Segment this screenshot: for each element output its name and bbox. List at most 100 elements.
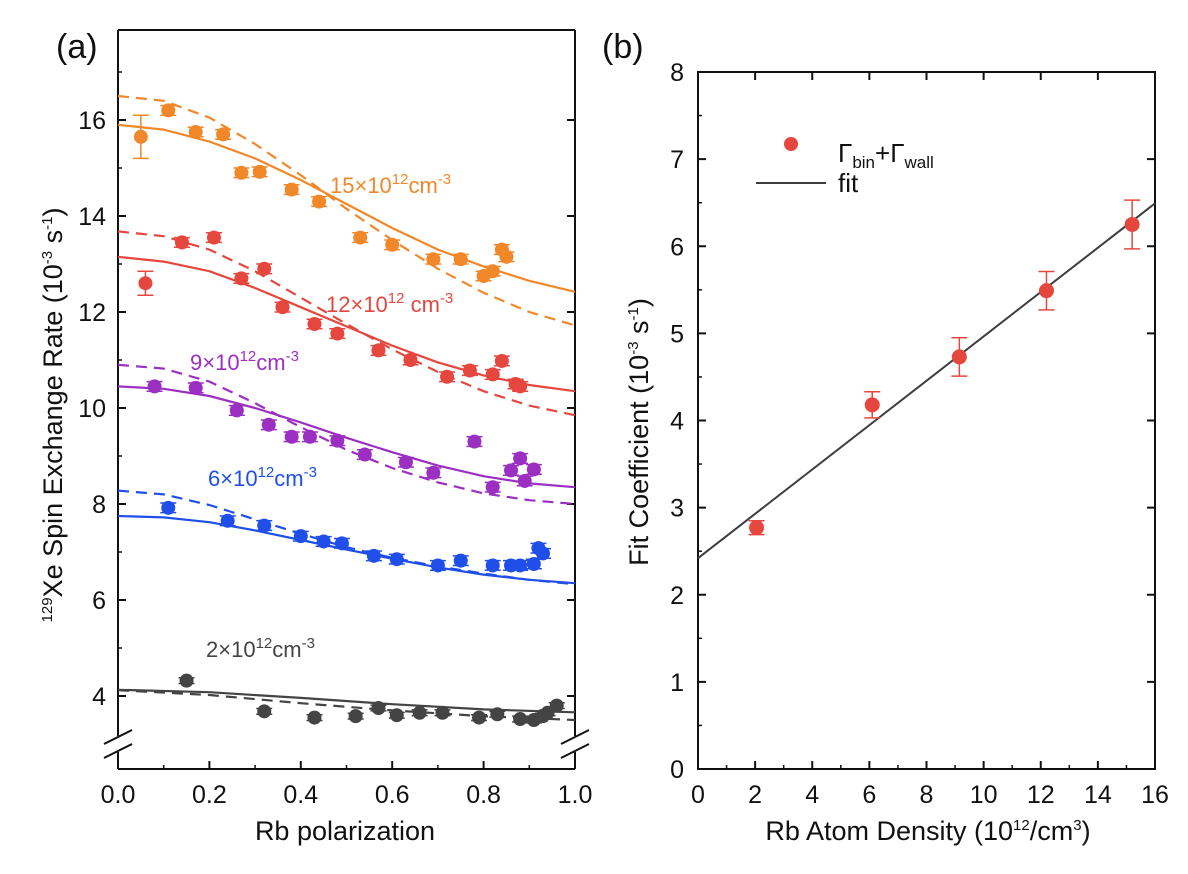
- panel-b-x-title-close: ): [1082, 816, 1091, 846]
- panel-a-x-tick-label: 0.6: [375, 781, 410, 809]
- panel-b-y-tick-label: 1: [670, 669, 684, 697]
- panel-a-y-title-mid: s: [38, 230, 68, 251]
- data-point-2e12: [412, 705, 427, 720]
- panel-b-x-tick-label: 0: [691, 781, 705, 809]
- data-point-2e12: [513, 712, 528, 727]
- data-point-12e12: [206, 230, 221, 245]
- series-label-part: 12: [258, 464, 275, 481]
- panel-b-x-tick-label: 8: [920, 781, 934, 809]
- series-label-part: -3: [304, 464, 317, 481]
- fit-line-solid-2e12: [117, 688, 576, 714]
- panel-b-y-title-end: ): [624, 298, 654, 307]
- data-point-9e12: [526, 462, 541, 477]
- panel-b-y-title-mid: s: [624, 320, 654, 341]
- panel-a-x-tick-label: 0.2: [192, 781, 227, 809]
- series-label-part: cm: [274, 466, 303, 491]
- panel-b-y-tick-label: 8: [670, 59, 684, 87]
- panel-b-x-tick-label: 12: [1027, 781, 1055, 809]
- data-point-2e12: [307, 710, 322, 725]
- fit-line-dashed-9e12: [117, 363, 576, 506]
- data-point-12e12: [257, 261, 272, 276]
- data-point: [1038, 283, 1054, 299]
- series-label-part: cm: [256, 350, 285, 375]
- panel-b-x-tick-label: 14: [1084, 781, 1112, 809]
- panel-b-x-title-main: Rb Atom Density (10: [765, 816, 1013, 846]
- data-point-9e12: [426, 465, 441, 480]
- fit-line-solid-6e12: [117, 514, 576, 585]
- panel-b-y-tick-label: 3: [670, 495, 684, 523]
- fit-line-dashed-2e12: [117, 689, 576, 722]
- panel-a-y-tick-label: 10: [78, 395, 106, 423]
- data-point-12e12: [234, 271, 249, 286]
- panel-b-x-tick-label: 4: [805, 781, 819, 809]
- data-point-2e12: [435, 705, 450, 720]
- legend-label-points: Γbin+Γwall: [838, 138, 934, 172]
- data-point-15e12: [188, 125, 203, 139]
- panel-b-label: (b): [602, 28, 644, 66]
- data-point-6e12: [513, 558, 528, 573]
- data-point-15e12: [312, 194, 327, 209]
- data-point-9e12: [330, 433, 345, 448]
- data-point-6e12: [453, 553, 468, 568]
- data-point-6e12: [316, 534, 331, 549]
- data-point-9e12: [147, 379, 162, 394]
- panel-a-x-tick-label: 0.4: [283, 781, 318, 809]
- series-label-part: 2×10: [206, 637, 256, 662]
- data-point-9e12: [517, 473, 532, 488]
- data-point-12e12: [307, 317, 322, 331]
- data-point-9e12: [485, 480, 500, 495]
- data-point-12e12: [174, 235, 189, 250]
- data-point-6e12: [161, 500, 176, 515]
- panel-a-plot-area: 0.0 0.2 0.4 0.6 0.8 1.04681012141615×1012cm-3…: [78, 29, 592, 809]
- panel-a: (a) 0.0 0.2 0.4 0.6 0.8 1.04681012141615×1012…: [38, 28, 592, 846]
- panel-b-x-tick-label: 2: [748, 781, 762, 809]
- data-point-9e12: [188, 380, 203, 395]
- panel-a-y-axis-title: 129Xe Spin Exchange Rate (10-3 s-1): [38, 208, 68, 623]
- panel-b-y-title-main: Fit Coefficient (10: [624, 355, 654, 566]
- panel-a-y-tick-label: 14: [78, 203, 106, 231]
- panel-a-y-tick-label: 8: [92, 491, 106, 519]
- data-point-12e12: [513, 379, 528, 394]
- data-point-6e12: [334, 536, 349, 551]
- panel-b-x-axis-title: Rb Atom Density (1012/cm3): [765, 816, 1090, 846]
- data-point: [1124, 216, 1140, 232]
- data-point-12e12: [275, 300, 290, 315]
- legend-sub-bin: bin: [852, 153, 875, 172]
- data-point-6e12: [220, 513, 235, 528]
- fit-line-dashed-12e12: [117, 230, 576, 417]
- series-label-part: 15×10: [330, 173, 392, 198]
- series-label-part: cm: [404, 292, 439, 317]
- data-point: [951, 349, 967, 365]
- data-point-9e12: [284, 429, 299, 444]
- panel-a-x-tick-label: 0.0: [101, 781, 136, 809]
- data-point-2e12: [371, 701, 386, 715]
- panel-a-y-tick-label: 16: [78, 107, 106, 135]
- data-point-15e12: [426, 252, 441, 267]
- panel-a-y-title-isotope: 129: [39, 597, 56, 622]
- data-point-9e12: [467, 434, 482, 449]
- series-label-part: 12: [388, 290, 405, 307]
- panel-b-legend: Γbin+Γwall fit: [756, 137, 934, 198]
- panel-b-y-tick-label: 2: [670, 582, 684, 610]
- data-point-6e12: [430, 558, 445, 573]
- series-label-6e12: 6×1012cm-3: [208, 464, 317, 491]
- data-point-15e12: [234, 165, 249, 180]
- panel-a-x-axis-title: Rb polarization: [255, 816, 435, 846]
- data-point-15e12: [252, 164, 267, 179]
- data-point-12e12: [440, 369, 455, 384]
- data-point: [864, 397, 880, 413]
- data-point-12e12: [371, 343, 386, 358]
- data-point-12e12: [330, 326, 345, 341]
- legend-label-fit: fit: [838, 168, 859, 198]
- legend-sub-wall: wall: [904, 153, 934, 172]
- panel-b-x-title-exp2: 3: [1073, 817, 1081, 834]
- panel-b-y-title-exp2: -1: [625, 307, 642, 320]
- panel-b-frame: [697, 71, 1156, 770]
- series-label-part: 9×10: [190, 350, 240, 375]
- panel-b-y-axis-title: Fit Coefficient (10-3 s-1): [624, 298, 654, 566]
- data-point-9e12: [229, 403, 244, 418]
- axis-break-mark-right-lower: [560, 743, 590, 759]
- series-label-9e12: 9×1012cm-3: [190, 348, 299, 375]
